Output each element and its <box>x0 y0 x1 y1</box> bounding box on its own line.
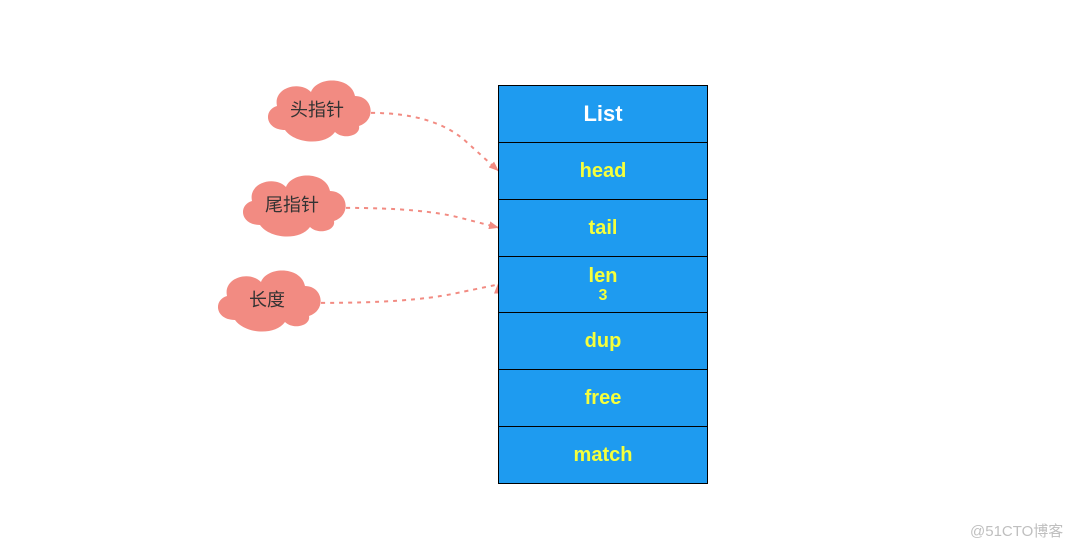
struct-field-tail: tail <box>499 200 707 257</box>
struct-field-match: match <box>499 427 707 483</box>
cloud-label: 头指针 <box>290 96 344 122</box>
cloud-label: 尾指针 <box>265 191 319 217</box>
field-label: head <box>580 160 627 182</box>
cloud-label: 长度 <box>249 286 285 312</box>
pointer-arrow <box>346 208 498 228</box>
pointer-arrow <box>321 285 498 303</box>
list-struct-diagram: 头指针 尾指针 长度 List head tail len3 dup free match… <box>0 0 1080 546</box>
cloud-length: 长度 <box>205 260 329 338</box>
field-label: dup <box>585 330 622 352</box>
cloud-head-pointer: 头指针 <box>255 70 379 148</box>
field-value: 3 <box>599 287 608 305</box>
field-label: match <box>574 444 633 466</box>
field-label: free <box>585 387 622 409</box>
watermark: @51CTO博客 <box>970 520 1063 541</box>
struct-field-free: free <box>499 370 707 427</box>
struct-header: List <box>499 86 707 143</box>
field-label: tail <box>589 217 618 239</box>
watermark-text: @51CTO博客 <box>970 523 1063 540</box>
struct-field-head: head <box>499 143 707 200</box>
struct-header-label: List <box>583 102 622 126</box>
cloud-tail-pointer: 尾指针 <box>230 165 354 243</box>
struct-field-dup: dup <box>499 313 707 370</box>
field-label: len <box>589 265 618 287</box>
list-struct-box: List head tail len3 dup free match <box>498 85 708 484</box>
struct-field-len: len3 <box>499 257 707 314</box>
pointer-arrow <box>371 113 498 171</box>
